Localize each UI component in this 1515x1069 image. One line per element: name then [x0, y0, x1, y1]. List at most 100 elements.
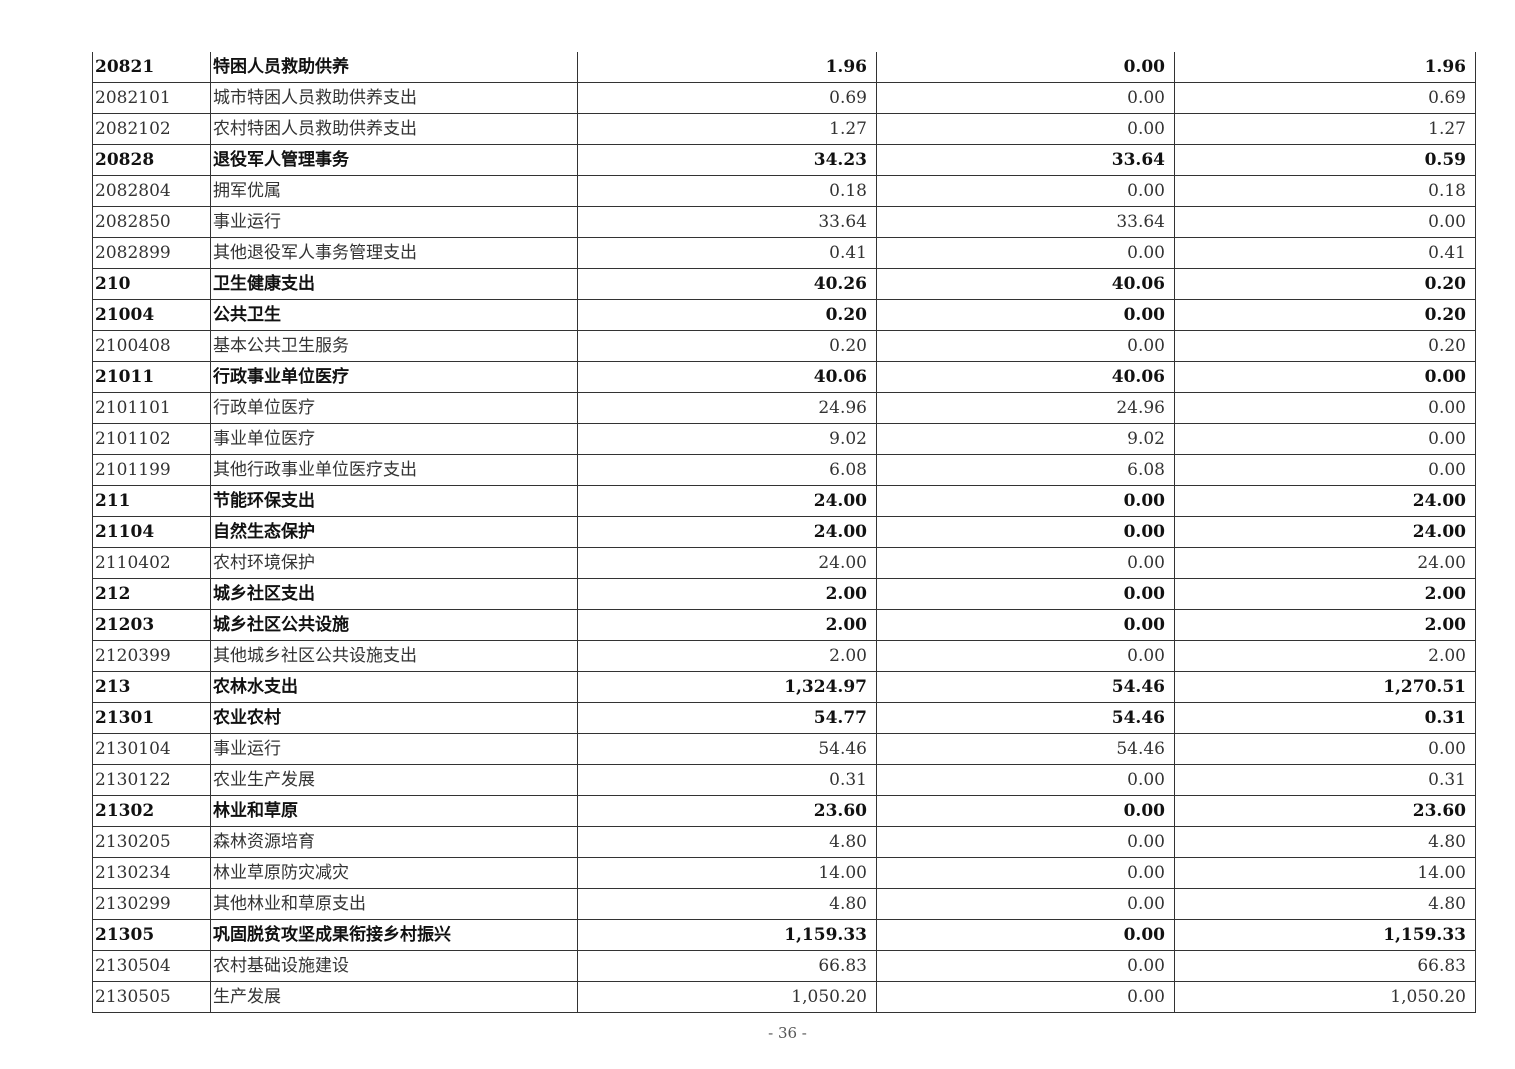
project-cell: 23.60	[1174, 795, 1476, 828]
basic-cell: 0.00	[876, 237, 1175, 270]
table-row: 2130504 农村基础设施建设 66.83 0.00 66.83	[92, 950, 1476, 983]
code-cell: 2120399	[92, 640, 211, 673]
table-row: 2082899 其他退役军人事务管理支出 0.41 0.00 0.41	[92, 237, 1476, 270]
total-cell: 4.80	[577, 826, 877, 859]
basic-cell: 24.96	[876, 392, 1175, 425]
table-row: 2110402 农村环境保护 24.00 0.00 24.00	[92, 547, 1476, 580]
project-cell: 24.00	[1174, 516, 1476, 549]
table-row: 2130234 林业草原防灾减灾 14.00 0.00 14.00	[92, 857, 1476, 890]
total-cell: 24.00	[577, 547, 877, 580]
table-row: 21004 公共卫生 0.20 0.00 0.20	[92, 299, 1476, 332]
code-cell: 2130205	[92, 826, 211, 859]
basic-cell: 0.00	[876, 640, 1175, 673]
table-row: 2082101 城市特困人员救助供养支出 0.69 0.00 0.69	[92, 82, 1476, 115]
total-cell: 2.00	[577, 640, 877, 673]
project-cell: 0.00	[1174, 423, 1476, 456]
name-cell: 其他行政事业单位医疗支出	[210, 454, 578, 487]
total-cell: 1,159.33	[577, 919, 877, 952]
table-row: 2100408 基本公共卫生服务 0.20 0.00 0.20	[92, 330, 1476, 363]
name-cell: 退役军人管理事务	[210, 144, 578, 177]
table-row: 2082102 农村特困人员救助供养支出 1.27 0.00 1.27	[92, 113, 1476, 146]
name-cell: 林业草原防灾减灾	[210, 857, 578, 890]
project-cell: 0.41	[1174, 237, 1476, 270]
name-cell: 农业生产发展	[210, 764, 578, 797]
table-row: 213 农林水支出 1,324.97 54.46 1,270.51	[92, 671, 1476, 704]
table-row: 2101199 其他行政事业单位医疗支出 6.08 6.08 0.00	[92, 454, 1476, 487]
table-row: 2101102 事业单位医疗 9.02 9.02 0.00	[92, 423, 1476, 456]
name-cell: 事业运行	[210, 206, 578, 239]
total-cell: 1.27	[577, 113, 877, 146]
table-row: 211 节能环保支出 24.00 0.00 24.00	[92, 485, 1476, 518]
total-cell: 0.31	[577, 764, 877, 797]
project-cell: 0.31	[1174, 702, 1476, 735]
name-cell: 行政事业单位医疗	[210, 361, 578, 394]
code-cell: 2110402	[92, 547, 211, 580]
code-cell: 21305	[92, 919, 211, 952]
name-cell: 生产发展	[210, 981, 578, 1014]
basic-cell: 0.00	[876, 950, 1175, 983]
name-cell: 农业农村	[210, 702, 578, 735]
code-cell: 20821	[92, 52, 211, 84]
basic-cell: 33.64	[876, 144, 1175, 177]
basic-cell: 0.00	[876, 113, 1175, 146]
name-cell: 城乡社区公共设施	[210, 609, 578, 642]
name-cell: 农林水支出	[210, 671, 578, 704]
total-cell: 0.69	[577, 82, 877, 115]
table-row: 21104 自然生态保护 24.00 0.00 24.00	[92, 516, 1476, 549]
total-cell: 40.06	[577, 361, 877, 394]
table-row: 2130104 事业运行 54.46 54.46 0.00	[92, 733, 1476, 766]
project-cell: 0.18	[1174, 175, 1476, 208]
project-cell: 0.20	[1174, 330, 1476, 363]
basic-cell: 54.46	[876, 671, 1175, 704]
code-cell: 210	[92, 268, 211, 301]
total-cell: 54.77	[577, 702, 877, 735]
total-cell: 1.96	[577, 52, 877, 84]
code-cell: 2082850	[92, 206, 211, 239]
total-cell: 0.20	[577, 299, 877, 332]
total-cell: 66.83	[577, 950, 877, 983]
name-cell: 特困人员救助供养	[210, 52, 578, 84]
table-row: 21302 林业和草原 23.60 0.00 23.60	[92, 795, 1476, 828]
basic-cell: 40.06	[876, 361, 1175, 394]
basic-cell: 54.46	[876, 733, 1175, 766]
total-cell: 33.64	[577, 206, 877, 239]
code-cell: 2082899	[92, 237, 211, 270]
page-number: - 36 -	[768, 1024, 807, 1042]
total-cell: 2.00	[577, 578, 877, 611]
basic-cell: 0.00	[876, 888, 1175, 921]
code-cell: 2130299	[92, 888, 211, 921]
total-cell: 54.46	[577, 733, 877, 766]
basic-cell: 0.00	[876, 299, 1175, 332]
code-cell: 2082102	[92, 113, 211, 146]
code-cell: 2082804	[92, 175, 211, 208]
basic-cell: 0.00	[876, 330, 1175, 363]
total-cell: 9.02	[577, 423, 877, 456]
total-cell: 1,324.97	[577, 671, 877, 704]
total-cell: 34.23	[577, 144, 877, 177]
basic-cell: 0.00	[876, 547, 1175, 580]
project-cell: 2.00	[1174, 609, 1476, 642]
basic-cell: 40.06	[876, 268, 1175, 301]
table-row: 20821 特困人员救助供养 1.96 0.00 1.96	[92, 52, 1476, 84]
code-cell: 21301	[92, 702, 211, 735]
name-cell: 自然生态保护	[210, 516, 578, 549]
name-cell: 节能环保支出	[210, 485, 578, 518]
name-cell: 农村环境保护	[210, 547, 578, 580]
code-cell: 2101102	[92, 423, 211, 456]
name-cell: 森林资源培育	[210, 826, 578, 859]
table-row: 2082850 事业运行 33.64 33.64 0.00	[92, 206, 1476, 239]
table-row: 2130299 其他林业和草原支出 4.80 0.00 4.80	[92, 888, 1476, 921]
basic-cell: 0.00	[876, 578, 1175, 611]
name-cell: 事业运行	[210, 733, 578, 766]
project-cell: 1.96	[1174, 52, 1476, 84]
project-cell: 24.00	[1174, 547, 1476, 580]
project-cell: 4.80	[1174, 826, 1476, 859]
project-cell: 1,159.33	[1174, 919, 1476, 952]
table-row: 21203 城乡社区公共设施 2.00 0.00 2.00	[92, 609, 1476, 642]
project-cell: 0.20	[1174, 299, 1476, 332]
total-cell: 6.08	[577, 454, 877, 487]
project-cell: 0.20	[1174, 268, 1476, 301]
total-cell: 40.26	[577, 268, 877, 301]
table-row: 2130205 森林资源培育 4.80 0.00 4.80	[92, 826, 1476, 859]
name-cell: 城乡社区支出	[210, 578, 578, 611]
